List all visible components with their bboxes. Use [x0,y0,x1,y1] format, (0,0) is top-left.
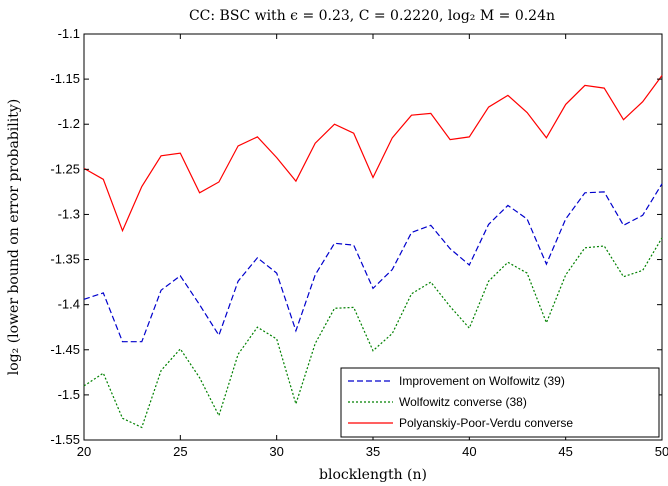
y-tick-label: -1.4 [58,297,80,312]
y-tick-label: -1.55 [50,432,80,447]
x-tick-label: 35 [366,444,380,459]
legend-label-1: Improvement on Wolfowitz (39) [399,374,565,388]
y-tick-label: -1.35 [50,252,80,267]
series-line-2 [83,237,663,429]
y-axis-title: log₂ (lower bound on error probability) [6,99,22,375]
y-tick-label: -1.3 [58,206,80,221]
legend: Improvement on Wolfowitz (39) Wolfowitz c… [340,367,660,438]
series-line-3 [83,75,663,233]
chart-title: CC: BSC with ϵ = 0.23, C = 0.2220, log₂ … [189,8,555,24]
x-tick-label: 50 [655,444,668,459]
x-axis-title: blocklength (n) [319,467,427,483]
x-tick-label: 40 [462,444,476,459]
y-tick-label: -1.45 [50,342,80,357]
y-tick-label: -1.2 [58,116,80,131]
x-tick-label: 45 [558,444,572,459]
legend-label-2: Wolfowitz converse (38) [399,395,527,409]
y-tick-label: -1.25 [50,161,80,176]
x-tick-label: 30 [269,444,283,459]
y-tick-label: -1.1 [58,26,80,41]
legend-label-3: Polyanskiy-Poor-Verdu converse [399,416,573,430]
tick-layer: 20 25 30 35 40 45 50 -1.1 -1.15 -1.2 -1.25 -1.3 -1.3… [50,26,668,459]
x-tick-label: 25 [173,444,187,459]
x-tick-label: 20 [77,444,91,459]
y-tick-label: -1.5 [58,387,80,402]
series-line-1 [83,183,663,343]
y-tick-label: -1.15 [50,71,80,86]
series-layer [83,75,663,429]
legend-box [340,367,660,438]
